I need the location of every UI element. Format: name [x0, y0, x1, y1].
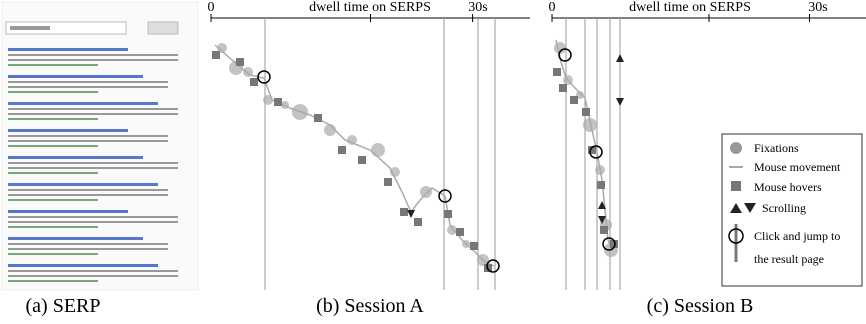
result-snippet	[8, 270, 178, 272]
result-title	[8, 48, 128, 51]
mouse-hover	[236, 58, 244, 66]
mouse-hover	[600, 226, 608, 234]
mouse-hover	[444, 210, 452, 218]
scroll	[616, 54, 624, 62]
result-snippet	[8, 189, 168, 191]
mouse-hover	[559, 84, 567, 92]
result-snippet	[8, 248, 168, 250]
result-snippet	[8, 172, 98, 174]
query-text	[10, 26, 50, 30]
mouse-hover	[400, 208, 408, 216]
fixation	[347, 135, 357, 145]
caption: (a) SERP	[26, 295, 101, 317]
tick-label: 30s	[808, 0, 827, 15]
mouse-hover	[582, 108, 590, 116]
result-snippet	[8, 253, 98, 255]
result-title	[8, 264, 158, 267]
fixation	[420, 186, 432, 198]
mouse-hover	[414, 218, 422, 226]
result-snippet	[8, 216, 178, 218]
result-title	[8, 237, 143, 240]
tick-label: 0	[208, 0, 215, 15]
mouse-hover	[338, 146, 346, 154]
result-snippet	[8, 86, 168, 88]
mouse-hover	[212, 51, 220, 59]
result-snippet	[8, 91, 98, 93]
figure: (a) SERP dwell time on SERPS 0 30s (b) S…	[0, 0, 866, 324]
result-title	[8, 210, 128, 213]
session-a	[211, 14, 530, 290]
result-snippet	[8, 140, 168, 142]
legend-label: Fixations	[754, 141, 799, 155]
mouse-hover	[570, 96, 578, 104]
result-snippet	[8, 64, 98, 66]
serp-screenshot	[2, 2, 198, 290]
result-snippet	[8, 226, 98, 228]
result-snippet	[8, 280, 98, 282]
result-snippet	[8, 275, 178, 277]
result-title	[8, 129, 128, 132]
mouse-hover	[358, 156, 366, 164]
scroll	[407, 210, 415, 218]
fixation	[595, 165, 605, 175]
fixation	[462, 240, 470, 248]
result-title	[8, 156, 143, 159]
fixation	[563, 75, 573, 85]
fixation	[390, 167, 400, 177]
axis-label: dwell time on SERPS	[629, 0, 751, 15]
result-snippet	[8, 221, 178, 223]
tick-label: 0	[549, 0, 556, 15]
legend-label: the result page	[754, 252, 824, 266]
mouse-hover	[470, 242, 478, 250]
result-snippet	[8, 113, 178, 115]
mouse-hover	[274, 98, 282, 106]
legend-label: Mouse hovers	[754, 180, 822, 194]
mouse-hover	[250, 78, 258, 86]
legend-hover	[731, 181, 741, 191]
result-snippet	[8, 243, 168, 245]
result-snippet	[8, 145, 98, 147]
scroll	[616, 98, 624, 106]
legend-label: Click and jump to	[754, 229, 840, 243]
mouse-hover	[456, 228, 464, 236]
fixation	[447, 225, 457, 235]
tick-label: 30s	[468, 0, 487, 15]
mouse-hover	[314, 114, 322, 122]
mouse-hover	[384, 178, 392, 186]
fixation	[243, 67, 253, 77]
mouse-hover	[553, 68, 561, 76]
mouse-hover	[597, 181, 605, 189]
result-title	[8, 102, 158, 105]
result-snippet	[8, 81, 168, 83]
result-snippet	[8, 194, 168, 196]
result-snippet	[8, 59, 178, 61]
result-snippet	[8, 108, 178, 110]
legend-fixation	[730, 142, 742, 154]
result-snippet	[8, 118, 98, 120]
result-snippet	[8, 199, 98, 201]
result-snippet	[8, 167, 178, 169]
legend-label: Mouse movement	[754, 160, 841, 174]
fixation	[583, 118, 597, 132]
legend: Fixations Mouse movement Mouse hovers Sc…	[722, 134, 862, 286]
fixation	[324, 124, 336, 136]
fixation	[292, 104, 308, 120]
caption: (b) Session A	[316, 295, 424, 317]
search-button	[148, 22, 178, 34]
result-title	[8, 75, 143, 78]
fixation	[371, 143, 385, 157]
axis-label: dwell time on SERPS	[309, 0, 431, 15]
result-snippet	[8, 135, 168, 137]
fixation	[281, 101, 289, 109]
result-title	[8, 183, 158, 186]
result-snippet	[8, 162, 178, 164]
result-snippet	[8, 54, 178, 56]
legend-label: Scrolling	[762, 201, 806, 215]
caption: (c) Session B	[647, 295, 754, 317]
fixation	[263, 95, 273, 105]
